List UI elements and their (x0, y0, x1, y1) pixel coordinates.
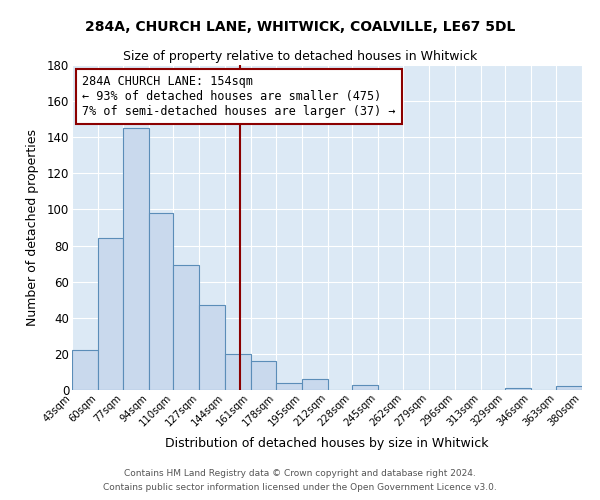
Bar (302, 379, 328, 390)
Bar (173, 266, 199, 390)
Bar (124, 128, 149, 390)
Bar (277, 383, 302, 390)
Y-axis label: Number of detached properties: Number of detached properties (26, 129, 38, 326)
Text: Size of property relative to detached houses in Whitwick: Size of property relative to detached ho… (123, 50, 477, 63)
Text: 284A, CHURCH LANE, WHITWICK, COALVILLE, LE67 5DL: 284A, CHURCH LANE, WHITWICK, COALVILLE, … (85, 20, 515, 34)
Text: Contains public sector information licensed under the Open Government Licence v3: Contains public sector information licen… (103, 484, 497, 492)
Bar (225, 354, 251, 390)
X-axis label: Distribution of detached houses by size in Whitwick: Distribution of detached houses by size … (165, 436, 489, 450)
Bar (98, 238, 124, 390)
Bar (556, 386, 582, 390)
Bar (199, 305, 225, 390)
Text: Contains HM Land Registry data © Crown copyright and database right 2024.: Contains HM Land Registry data © Crown c… (124, 468, 476, 477)
Bar (251, 361, 277, 390)
Bar (72, 350, 98, 390)
Bar (149, 213, 173, 390)
Bar (505, 388, 530, 390)
Bar (352, 384, 377, 390)
Text: 284A CHURCH LANE: 154sqm
← 93% of detached houses are smaller (475)
7% of semi-d: 284A CHURCH LANE: 154sqm ← 93% of detach… (82, 74, 396, 118)
